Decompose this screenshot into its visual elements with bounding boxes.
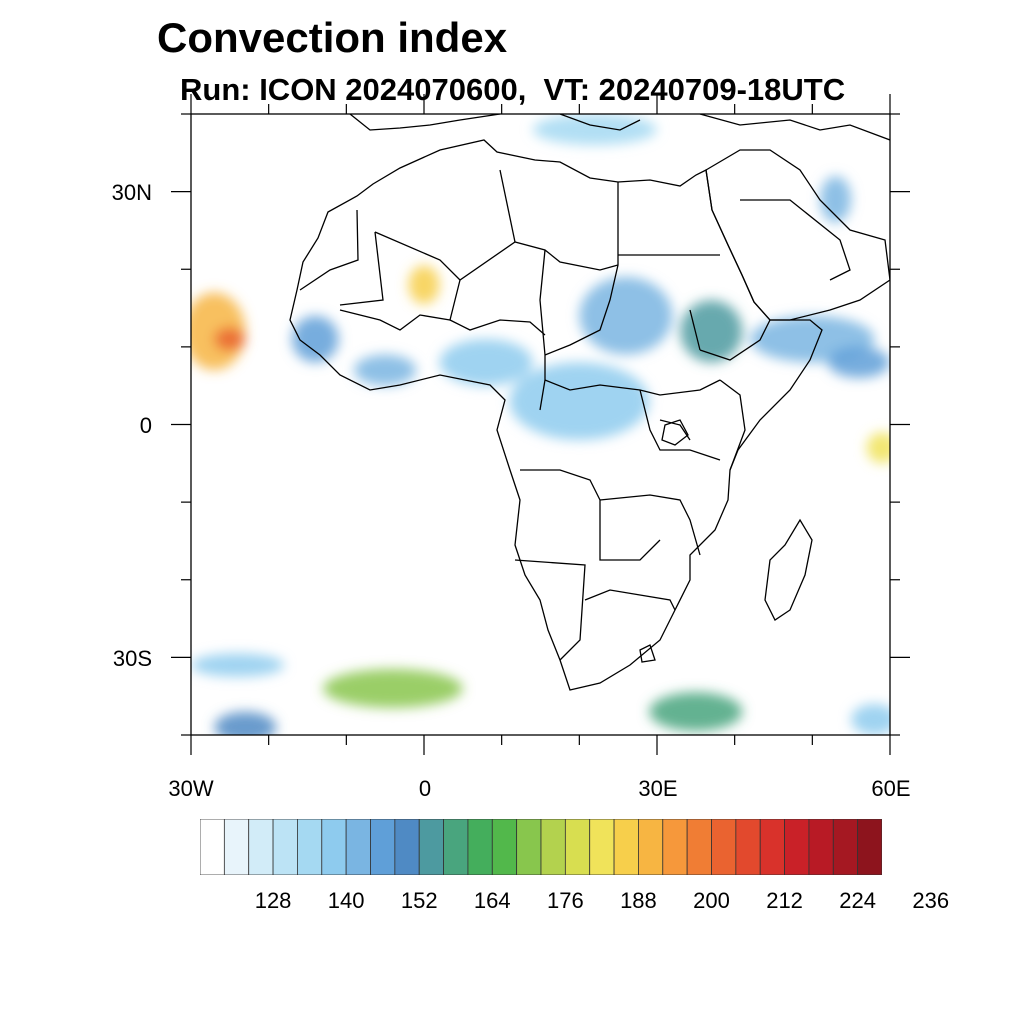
colorbar-swatch: [784, 819, 810, 875]
convection-southeast-corner: [851, 703, 890, 735]
colorbar-swatch: [808, 819, 834, 875]
chart-title: Convection index: [157, 14, 508, 61]
lat-label-0: 0: [139, 413, 152, 438]
colorbar-swatch: [857, 819, 882, 875]
colorbar: [200, 819, 882, 875]
convection-indian-ocean-east: [866, 432, 890, 464]
colorbar-swatch: [272, 819, 298, 875]
convection-somalia-east: [827, 346, 890, 378]
colorbar-swatch: [735, 819, 761, 875]
colorbar-swatch: [443, 819, 469, 875]
coastlines-and-borders: [289, 114, 890, 691]
convection-west-africa-coast: [354, 354, 417, 386]
colorbar-swatch: [686, 819, 712, 875]
convection-ethiopia-cell: [680, 300, 743, 363]
colorbar-swatch: [613, 819, 639, 875]
lat-label-30n: 30N: [111, 180, 152, 205]
colorbar-swatch: [223, 819, 250, 875]
colorbar-swatch: [370, 819, 396, 875]
axis-ticks: [171, 94, 910, 755]
convection-west-atlantic-tropical-core: [214, 327, 246, 351]
convection-central-africa: [509, 362, 650, 441]
colorbar-swatch: [759, 819, 785, 875]
lon-label-30e: 30E: [638, 776, 678, 801]
colorbar-swatch: [200, 819, 225, 875]
colorbar-swatch: [832, 819, 859, 875]
convection-south-atlantic-front-west: [191, 653, 285, 677]
colorbar-tick-label: 176: [546, 888, 584, 913]
colorbar-tick-label: 140: [327, 888, 365, 913]
colorbar-swatch: [711, 819, 737, 875]
colorbar-swatch: [564, 819, 591, 875]
colorbar-tick-label: 164: [473, 888, 511, 913]
colorbar-tick-label: 188: [620, 888, 657, 913]
lat-label-30s: 30S: [112, 646, 152, 671]
colorbar-swatch: [297, 819, 323, 875]
colorbar-swatch: [516, 819, 542, 875]
colorbar-swatch: [467, 819, 493, 875]
colorbar-swatch: [638, 819, 664, 875]
colorbar-tick-label: 200: [693, 888, 730, 913]
colorbar-swatch: [248, 819, 274, 875]
colorbar-swatch: [491, 819, 518, 875]
colorbar-tick-label: 128: [254, 888, 292, 913]
convection-shading: [191, 114, 890, 735]
colorbar-swatch: [394, 819, 420, 875]
lon-label-0: 0: [418, 776, 432, 801]
convection-south-indian-ocean: [649, 692, 743, 732]
convection-sudan-cell: [579, 277, 673, 355]
colorbar-tick-label: 236: [912, 888, 950, 913]
colorbar-swatch: [321, 819, 347, 875]
lon-label-30w: 30W: [168, 776, 214, 801]
colorbar-swatch: [345, 819, 371, 875]
chart-subtitle: Run: ICON 2024070600, VT: 20240709-18UTC: [180, 72, 846, 107]
convection-west-atlantic-tropical: [191, 292, 246, 371]
convection-mediterranean: [532, 114, 657, 146]
convection-south-atlantic-front: [323, 669, 463, 708]
lon-label-60e: 60E: [871, 776, 911, 801]
colorbar-swatch: [540, 819, 566, 875]
colorbar-tick-label: 212: [766, 888, 803, 913]
convection-mali-cell: [408, 265, 440, 305]
convection-nigeria-band: [439, 339, 533, 386]
colorbar-swatch: [589, 819, 615, 875]
colorbar-tick-label: 224: [839, 888, 876, 913]
convection-guinea-coast: [291, 315, 339, 363]
colorbar-swatch: [418, 819, 444, 875]
convection-persian-gulf: [820, 176, 852, 223]
convection-southwest-corner: [214, 711, 277, 735]
colorbar-tick-label: 152: [400, 888, 438, 913]
colorbar-swatch: [662, 819, 688, 875]
